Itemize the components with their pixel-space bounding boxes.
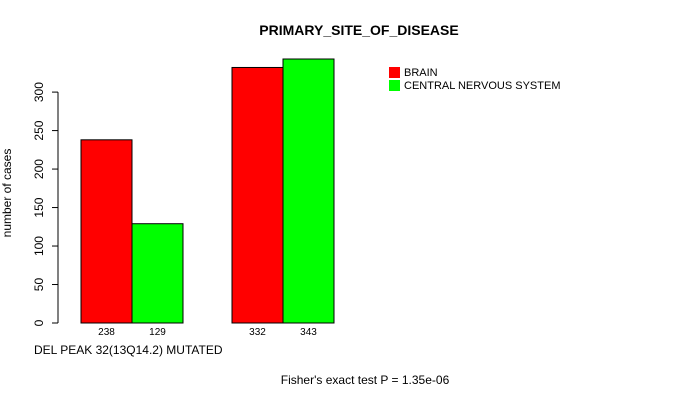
bar: [131, 223, 184, 324]
y-axis: 0 50 100 150 200 250 300: [32, 82, 59, 326]
legend-label: BRAIN: [404, 67, 438, 79]
y-axis-label: number of cases: [0, 149, 14, 238]
y-tick-label: 150: [32, 197, 46, 217]
footnote: Fisher's exact test P = 1.35e-06: [281, 373, 450, 387]
y-tick-label: 100: [32, 236, 46, 256]
y-tick-label: 0: [32, 319, 46, 326]
legend-swatch: [389, 67, 400, 78]
chart-title: PRIMARY_SITE_OF_DISEASE: [259, 22, 458, 38]
bar: [231, 66, 284, 324]
bar: [80, 139, 133, 324]
legend-swatch: [389, 80, 400, 91]
bar-value-label: 238: [98, 327, 115, 338]
legend-label: CENTRAL NERVOUS SYSTEM: [404, 80, 560, 92]
y-tick-label: 300: [32, 82, 46, 102]
bar-value-label: 343: [300, 327, 317, 338]
y-tick-label: 250: [32, 120, 46, 140]
bar-value-label: 129: [149, 327, 166, 338]
bar-value-label: 332: [249, 327, 266, 338]
x-axis-label: DEL PEAK 32(13Q14.2) MUTATED: [34, 343, 223, 357]
bars: [80, 58, 335, 324]
y-tick-label: 200: [32, 159, 46, 179]
value-labels: 238 129 332 343: [98, 327, 317, 338]
bar: [282, 58, 335, 324]
y-tick-label: 50: [32, 278, 46, 292]
